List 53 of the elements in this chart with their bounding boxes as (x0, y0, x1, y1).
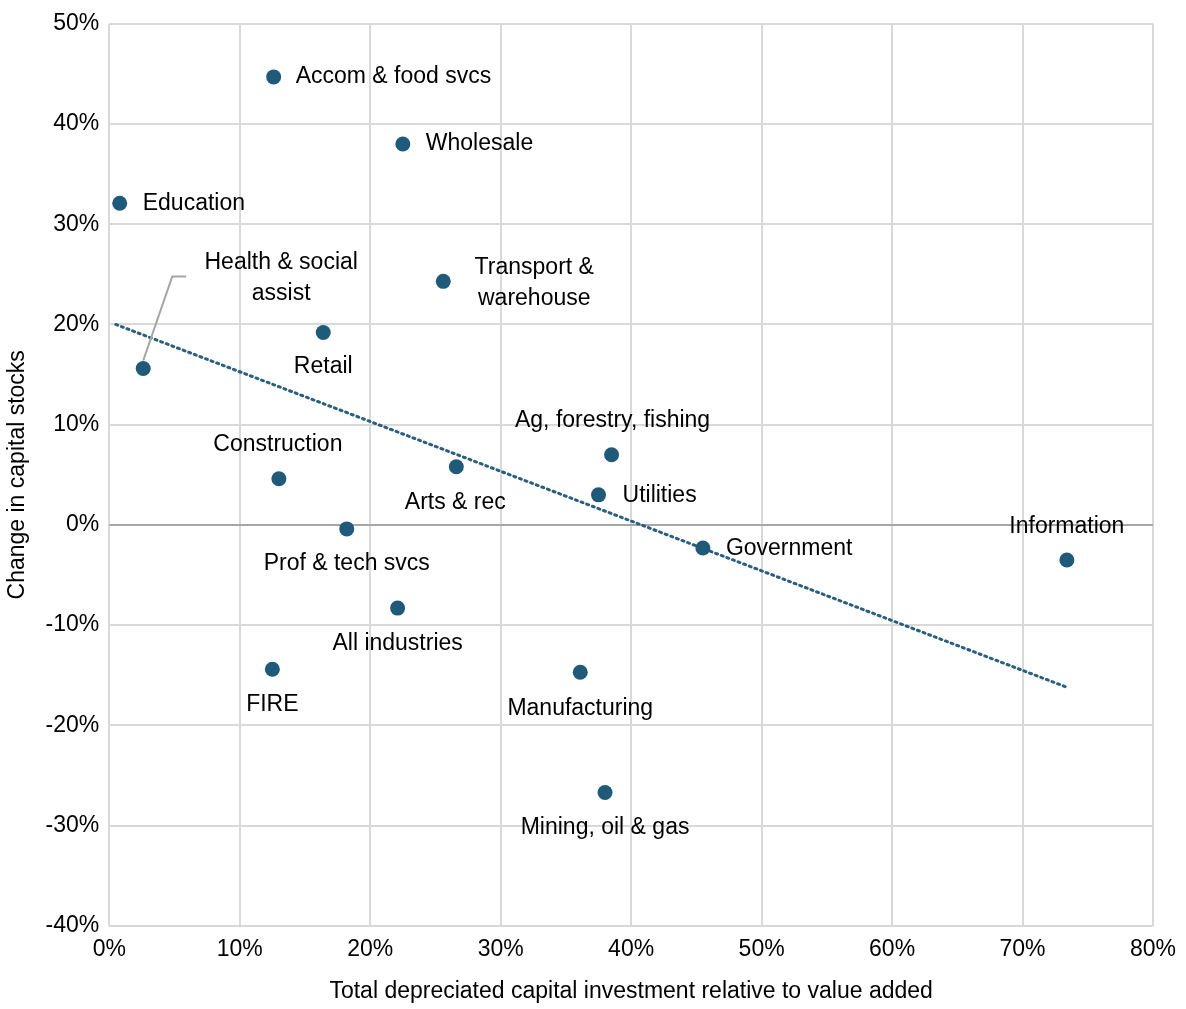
x-tick-label: 60% (869, 934, 916, 961)
point (604, 447, 620, 463)
point (271, 471, 287, 487)
point (266, 69, 282, 85)
point (390, 600, 406, 616)
annotation: Ag, forestry, fishing (514, 406, 711, 433)
y-tick-label: 0% (66, 510, 100, 537)
annotation: All industries (332, 629, 463, 656)
annotation: Accom & food svcs (295, 62, 492, 89)
x-tick-label: 70% (999, 934, 1046, 961)
point (597, 785, 613, 800)
x-tick-label: 30% (477, 934, 524, 961)
x-tick-label: 80% (1129, 934, 1177, 961)
x-tick-label: 20% (347, 934, 394, 961)
point (339, 521, 355, 537)
point (264, 661, 280, 677)
annotation: Retail (293, 351, 353, 378)
point (448, 459, 464, 475)
y-tick-label: -10% (45, 610, 100, 637)
annotation: Education (142, 188, 246, 215)
annotation: FIRE (246, 689, 299, 716)
annotation: Manufacturing (507, 693, 654, 720)
annotation: Transport & warehouse (474, 253, 594, 311)
point (395, 136, 411, 152)
point (1059, 552, 1075, 568)
annotation: Arts & rec (404, 488, 506, 515)
annotation: Information (1009, 512, 1125, 539)
point (695, 540, 711, 556)
y-tick-label: 40% (53, 109, 100, 136)
y-tick-label: 10% (53, 410, 100, 437)
point (572, 664, 588, 680)
point (112, 195, 128, 211)
point (315, 324, 331, 340)
x-tick-label: 50% (738, 934, 785, 961)
x-axis-title: Total depreciated capital investment relative to value added (329, 976, 933, 1003)
annotation: Utilities (622, 481, 697, 508)
annotation: Government (725, 534, 854, 561)
x-tick-label: 10% (216, 934, 263, 961)
x-tick-label: 40% (608, 934, 655, 961)
y-tick-label: 30% (53, 209, 100, 236)
y-tick-label: -20% (45, 710, 100, 737)
annotation: Construction (213, 430, 343, 457)
annotation: Wholesale (425, 129, 534, 156)
annotation: Prof & tech svcs (263, 549, 430, 576)
y-axis-title: Change in capital stocks (3, 350, 30, 600)
y-tick-label: 50% (53, 9, 100, 36)
point (135, 361, 151, 377)
point (435, 273, 451, 289)
annotation: Health & social assist (204, 248, 358, 306)
point (591, 487, 607, 503)
annotation: Mining, oil & gas (520, 812, 690, 839)
y-tick-label: -30% (45, 810, 100, 837)
y-tick-label: 20% (53, 309, 100, 336)
